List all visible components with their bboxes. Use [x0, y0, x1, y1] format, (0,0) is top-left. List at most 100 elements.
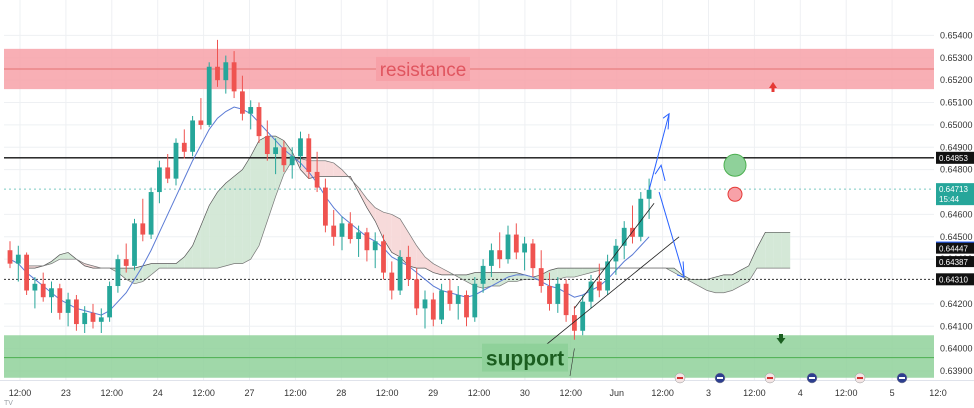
cloud-segment: [466, 272, 475, 287]
candle: [15, 245, 21, 282]
time-tick-label: 3: [706, 388, 711, 398]
candle-body: [447, 290, 453, 304]
candle: [555, 277, 561, 313]
cloud-segment: [524, 274, 533, 280]
candle: [231, 51, 237, 99]
candle: [356, 225, 361, 257]
time-tick-label: 12:00: [835, 388, 858, 398]
channel-lower: [540, 236, 680, 349]
bullish-arrow-head: [662, 112, 670, 130]
price-tick-label: 0.65000: [940, 120, 973, 130]
candle: [173, 138, 179, 186]
candle-body: [115, 259, 121, 287]
candle-body: [98, 317, 104, 322]
cloud-segment: [773, 232, 782, 269]
cloud-segment: [508, 272, 517, 282]
candle: [347, 212, 353, 244]
cloud-segment: [358, 187, 367, 208]
us-flag-icon: [674, 372, 686, 384]
candle: [223, 55, 229, 94]
au-flag-icon: [896, 372, 908, 384]
time-tick-label: 28: [336, 388, 346, 398]
candle-body: [248, 107, 254, 114]
price-tick-label: 0.64100: [940, 321, 973, 331]
time-tick-label: 12:00: [284, 388, 307, 398]
cloud-segment: [557, 268, 567, 280]
cloud-segment: [732, 270, 741, 291]
price-tick-label: 0.64900: [940, 142, 973, 152]
cloud-segment: [748, 247, 757, 282]
target-circle-green: [723, 153, 747, 177]
target-circle-red: [727, 186, 743, 202]
candle: [65, 292, 71, 327]
candle-body: [455, 294, 461, 304]
candle-body: [538, 268, 544, 287]
candle: [298, 131, 303, 168]
support-zone: [4, 335, 934, 378]
candle: [447, 279, 453, 311]
candle: [190, 115, 195, 157]
candle: [74, 294, 79, 331]
candle-body: [273, 147, 278, 155]
candle-body: [223, 62, 229, 81]
cloud-segment: [366, 198, 376, 222]
time-tick-label: 5: [890, 388, 895, 398]
price-tick-label: 0.64500: [940, 232, 973, 242]
candle-body: [314, 171, 320, 188]
candle: [455, 286, 461, 320]
candle-body: [422, 299, 428, 309]
time-axis[interactable]: 12:00 23 12:00 24 12:00 27 12:00 28 12:00 29 12:00…: [0, 380, 974, 399]
cloud-segment: [425, 256, 434, 273]
down-arrow-marker: [776, 334, 786, 344]
candle: [588, 274, 594, 309]
cloud-segment: [707, 277, 716, 293]
cloud-segment: [250, 140, 259, 260]
candle-body: [621, 227, 627, 246]
candle-body: [522, 243, 527, 253]
candle-body: [15, 254, 21, 264]
price-tag-time: 15:44: [939, 195, 960, 204]
cloud-segment: [549, 268, 558, 280]
candle: [596, 263, 602, 298]
candle: [572, 306, 577, 340]
price-tag-label: 0.64387: [939, 258, 968, 267]
candle-body: [123, 259, 129, 266]
cloud-segment: [375, 207, 384, 240]
candle: [530, 239, 536, 278]
us-flag-icon: [764, 372, 776, 384]
us-flag-icon: [854, 372, 866, 384]
candle-body: [74, 299, 79, 325]
candle: [538, 250, 544, 293]
price-tick-label: 0.64000: [940, 344, 973, 354]
candle-body: [505, 234, 511, 260]
candle: [638, 192, 644, 242]
candle: [107, 281, 112, 322]
price-axis[interactable]: 0.639000.640000.641000.642000.644000.645…: [934, 0, 974, 408]
cloud-segment: [566, 268, 575, 278]
cloud-segment: [217, 183, 226, 269]
time-tick-label: 12:00: [376, 388, 399, 398]
event-stripe: [767, 377, 773, 379]
candle: [273, 138, 278, 175]
span-b-line: [26, 158, 791, 294]
cloud-segment: [259, 136, 268, 246]
candle-body: [331, 225, 337, 237]
resistance-label-bg: [376, 56, 470, 81]
annotations: [540, 82, 786, 377]
price-tick-label: 0.64800: [940, 165, 973, 175]
candle: [98, 308, 104, 334]
candle-body: [588, 281, 594, 302]
candle-body: [646, 189, 652, 199]
cloud-segment: [715, 274, 724, 293]
cloud-segment: [242, 156, 251, 264]
candle-body: [256, 107, 262, 137]
candle: [140, 198, 146, 242]
cloud-segment: [391, 214, 401, 257]
candle: [289, 147, 295, 179]
candle-body: [240, 91, 245, 114]
support-label: support: [486, 348, 564, 371]
candle: [430, 292, 436, 327]
candle: [489, 243, 494, 278]
support-label-bg: [482, 343, 568, 372]
